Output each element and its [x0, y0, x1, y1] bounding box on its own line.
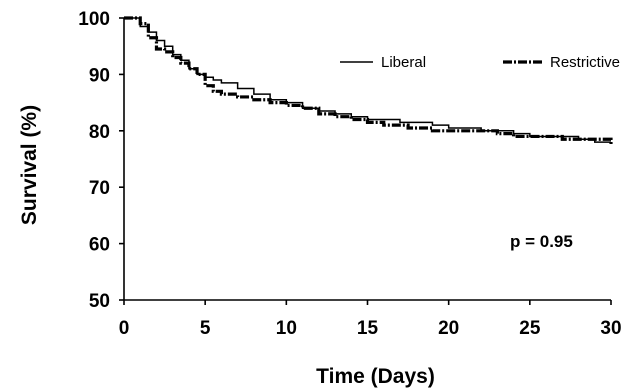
y-tick-label: 60 [89, 235, 110, 256]
legend: Liberal Restrictive [340, 54, 620, 71]
p-value-annotation: p = 0.95 [510, 232, 573, 251]
y-tick-label: 70 [89, 178, 110, 199]
x-axis-title: Time (Days) [316, 365, 435, 388]
x-tick-label: 30 [600, 318, 621, 339]
x-tick-label: 25 [519, 318, 541, 339]
y-tick-label: 90 [89, 65, 110, 86]
x-ticks: 0 5 10 15 20 25 30 [119, 300, 622, 339]
x-tick-label: 10 [276, 318, 297, 339]
x-tick-label: 15 [357, 318, 379, 339]
y-ticks: 50 60 70 80 90 100 [78, 9, 124, 312]
x-tick-label: 20 [438, 318, 459, 339]
legend-label-restrictive: Restrictive [550, 54, 620, 71]
series-layer [124, 16, 613, 145]
series-line-restrictive [124, 16, 613, 145]
y-tick-label: 50 [89, 291, 110, 312]
y-axis-title: Survival (%) [18, 105, 41, 225]
x-tick-label: 5 [200, 318, 211, 339]
y-tick-label: 80 [89, 122, 110, 143]
x-tick-label: 0 [119, 318, 130, 339]
axes [123, 18, 611, 301]
legend-label-liberal: Liberal [381, 54, 426, 71]
y-tick-label: 100 [78, 9, 110, 30]
